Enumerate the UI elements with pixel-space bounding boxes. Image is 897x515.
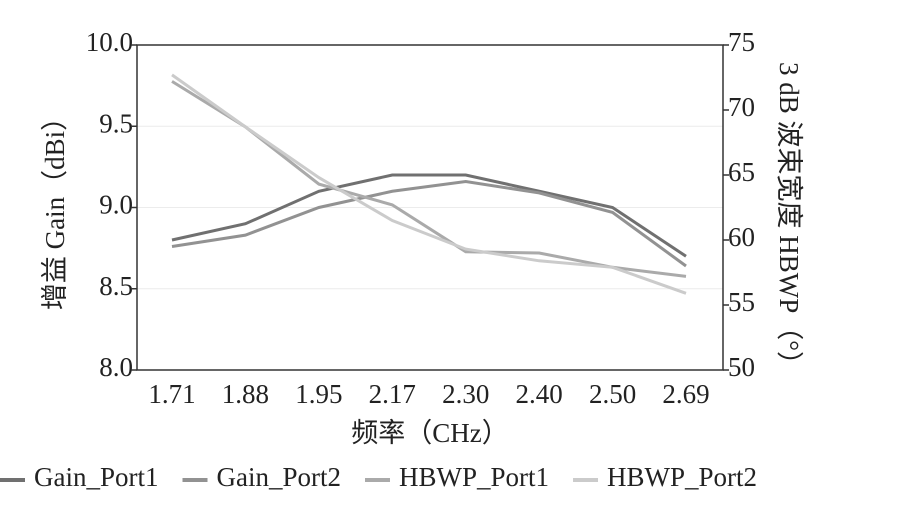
y-axis-title: 增益 Gain（dBi）: [40, 104, 70, 310]
x-tick-label: 1.95: [295, 379, 342, 409]
x-tick-label: 1.71: [148, 379, 195, 409]
x-tick-label: 2.17: [369, 379, 416, 409]
x-tick-label: 2.30: [442, 379, 489, 409]
x-tick-label: 1.88: [222, 379, 269, 409]
y-tick-label: 8.5: [99, 271, 133, 301]
y2-tick-label: 50: [728, 352, 755, 382]
y-tick-label: 8.0: [99, 352, 133, 382]
legend-text: Gain_Port1: [34, 462, 159, 492]
y2-tick-label: 65: [728, 157, 755, 187]
x-tick-label: 2.40: [516, 379, 563, 409]
plot-frame: [136, 44, 724, 371]
y-tick-label: 10.0: [86, 27, 133, 57]
y2-tick-label: 75: [728, 27, 755, 57]
data-line: [171, 80, 687, 278]
data-line: [171, 73, 687, 295]
data-line: [171, 173, 687, 258]
legend-text: Gain_Port2: [217, 462, 342, 492]
y2-tick-label: 70: [728, 92, 755, 122]
legend-text: HBWP_Port1: [399, 462, 549, 492]
y2-axis-title: 3 dB 波束宽度 HBWP（°）: [774, 62, 804, 378]
y-tick-label: 9.5: [99, 108, 133, 138]
y2-tick-label: 60: [728, 222, 755, 252]
x-tick-label: 2.69: [662, 379, 709, 409]
y2-tick-label: 55: [728, 287, 755, 317]
legend-text: HBWP_Port2: [607, 462, 757, 492]
data-line: [171, 179, 687, 268]
x-tick-label: 2.50: [589, 379, 636, 409]
x-axis-title: 频率（CHz）: [351, 418, 509, 448]
y-tick-label: 9.0: [99, 190, 133, 220]
